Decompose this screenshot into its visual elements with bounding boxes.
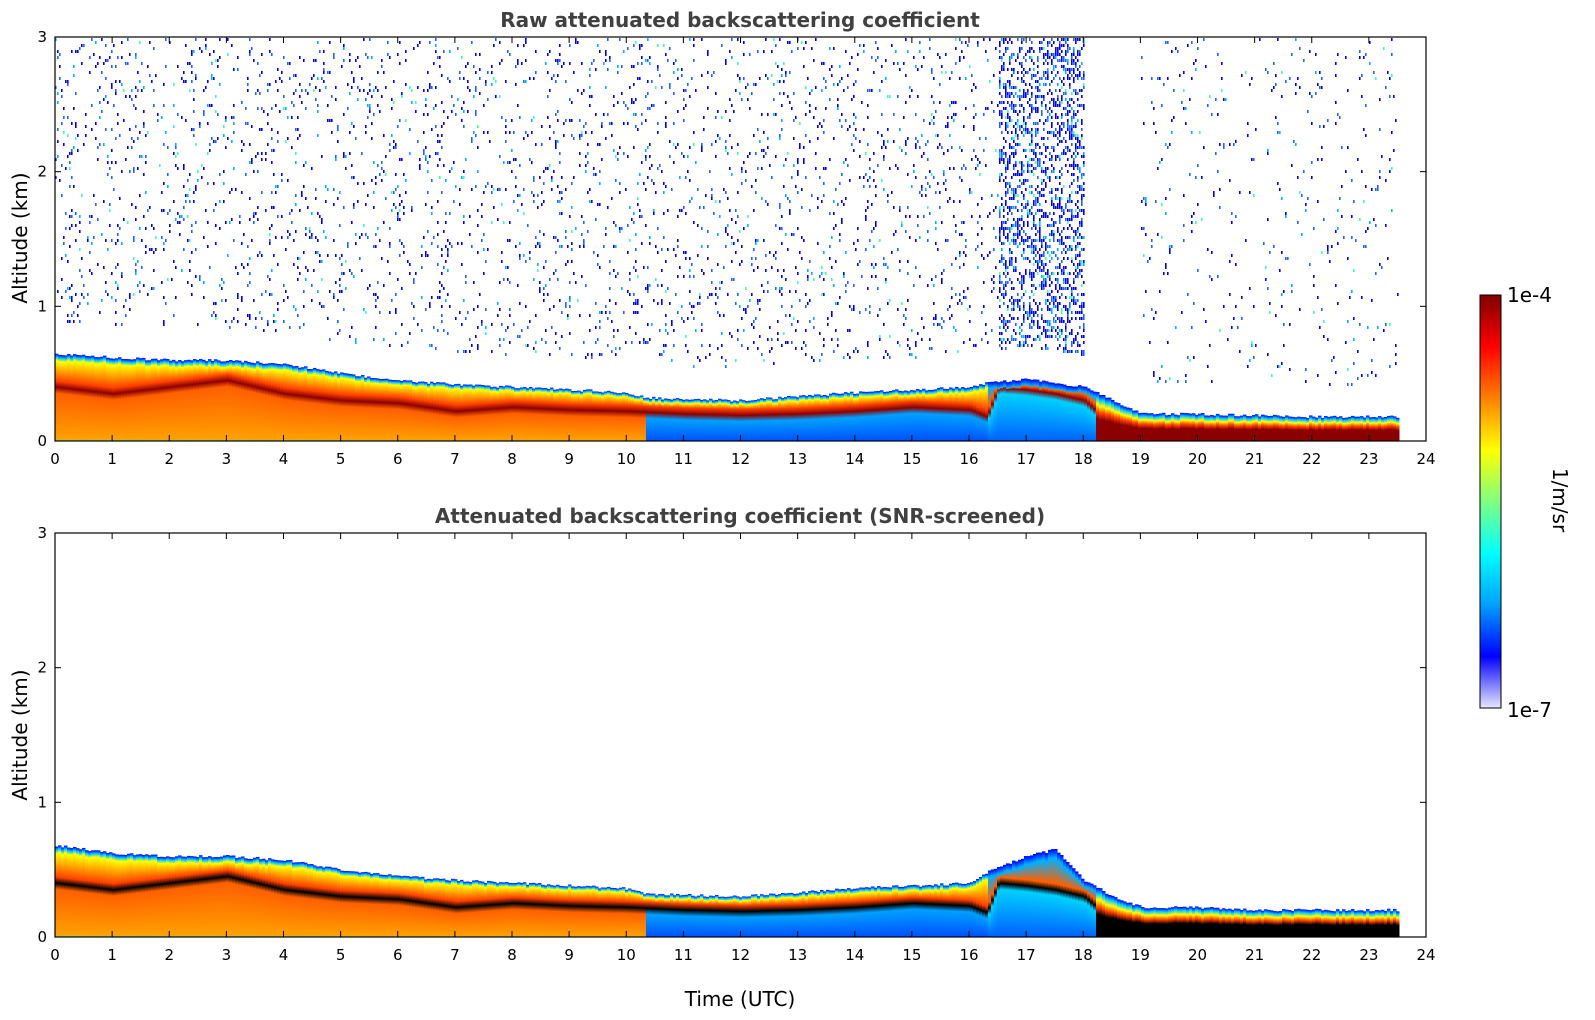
x-tick-label: 20 — [1188, 946, 1207, 964]
x-tick-label: 24 — [1416, 450, 1435, 468]
raw-y-ticks: 0 1 2 3 — [37, 28, 1426, 450]
x-tick-label: 13 — [788, 450, 807, 468]
x-tick-label: 6 — [393, 946, 403, 964]
y-tick-label: 2 — [37, 659, 47, 677]
x-tick-label: 2 — [164, 450, 174, 468]
x-tick-label: 8 — [507, 946, 517, 964]
x-tick-label: 21 — [1245, 450, 1264, 468]
y-tick-label: 2 — [37, 163, 47, 181]
colorbar-gradient — [1479, 294, 1502, 709]
x-tick-label: 0 — [50, 946, 60, 964]
x-tick-label: 7 — [450, 946, 460, 964]
x-tick-label: 18 — [1074, 946, 1093, 964]
colorbar: 1e-4 1e-7 1/m/sr — [1479, 283, 1572, 722]
x-tick-label: 19 — [1131, 450, 1150, 468]
y-tick-label: 1 — [37, 793, 47, 811]
raw-plot-area — [54, 36, 1427, 442]
x-tick-label: 11 — [674, 450, 693, 468]
raw-panel-title: Raw attenuated backscattering coefficien… — [500, 8, 980, 32]
x-tick-label: 5 — [336, 450, 346, 468]
screened-y-axis-label: Altitude (km) — [8, 669, 32, 800]
x-tick-label: 15 — [902, 946, 921, 964]
x-tick-label: 10 — [617, 946, 636, 964]
noise-speckles — [55, 38, 1399, 386]
x-tick-label: 4 — [279, 946, 289, 964]
x-tick-label: 17 — [1017, 450, 1036, 468]
x-tick-label: 23 — [1359, 946, 1378, 964]
raw-x-ticks: 0 1 2 3 4 5 6 7 8 9 10 11 12 13 14 15 16 17 18 19 20 21 22 23 24 — [50, 37, 1436, 468]
x-tick-label: 23 — [1359, 450, 1378, 468]
y-tick-label: 3 — [37, 524, 47, 542]
x-tick-label: 16 — [959, 946, 978, 964]
x-tick-label: 13 — [788, 946, 807, 964]
colorbar-min-label: 1e-7 — [1507, 698, 1552, 722]
x-tick-label: 22 — [1302, 946, 1321, 964]
x-tick-label: 19 — [1131, 946, 1150, 964]
y-tick-label: 1 — [37, 297, 47, 315]
x-tick-label: 9 — [564, 450, 574, 468]
x-tick-label: 18 — [1074, 450, 1093, 468]
backscatter-layer — [55, 353, 1400, 441]
x-tick-label: 12 — [731, 946, 750, 964]
x-tick-label: 15 — [902, 450, 921, 468]
x-tick-label: 1 — [107, 946, 117, 964]
screened-x-ticks: 0 1 2 3 4 5 6 7 8 9 10 11 12 13 14 15 16 17 18 19 20 21 22 23 24 — [50, 533, 1436, 964]
y-tick-label: 0 — [37, 928, 47, 946]
screened-panel-title: Attenuated backscattering coefficient (S… — [435, 504, 1045, 528]
x-tick-label: 21 — [1245, 946, 1264, 964]
raw-y-axis-label: Altitude (km) — [8, 172, 32, 303]
x-tick-label: 1 — [107, 450, 117, 468]
x-tick-label: 11 — [674, 946, 693, 964]
x-tick-label: 7 — [450, 450, 460, 468]
x-tick-label: 3 — [222, 450, 232, 468]
raw-backscatter-panel: Raw attenuated backscattering coefficien… — [8, 8, 1436, 468]
x-tick-label: 10 — [617, 450, 636, 468]
y-tick-label: 3 — [37, 28, 47, 46]
screened-plot-area — [54, 532, 1427, 938]
x-tick-label: 4 — [279, 450, 289, 468]
x-tick-label: 8 — [507, 450, 517, 468]
x-tick-label: 3 — [222, 946, 232, 964]
x-tick-label: 14 — [845, 946, 864, 964]
x-tick-label: 24 — [1416, 946, 1435, 964]
x-tick-label: 9 — [564, 946, 574, 964]
colorbar-unit-label: 1/m/sr — [1548, 468, 1572, 533]
backscatter-layer — [55, 845, 1400, 937]
colorbar-max-label: 1e-4 — [1507, 283, 1552, 307]
x-tick-label: 0 — [50, 450, 60, 468]
x-tick-label: 2 — [164, 946, 174, 964]
x-tick-label: 17 — [1017, 946, 1036, 964]
screened-y-ticks: 0 1 2 3 — [37, 524, 1426, 946]
y-tick-label: 0 — [37, 432, 47, 450]
x-tick-label: 12 — [731, 450, 750, 468]
x-tick-label: 6 — [393, 450, 403, 468]
x-tick-label: 22 — [1302, 450, 1321, 468]
x-tick-label: 16 — [959, 450, 978, 468]
x-axis-label: Time (UTC) — [684, 987, 796, 1011]
screened-backscatter-panel: Attenuated backscattering coefficient (S… — [8, 504, 1436, 1011]
x-tick-label: 5 — [336, 946, 346, 964]
x-tick-label: 20 — [1188, 450, 1207, 468]
x-tick-label: 14 — [845, 450, 864, 468]
